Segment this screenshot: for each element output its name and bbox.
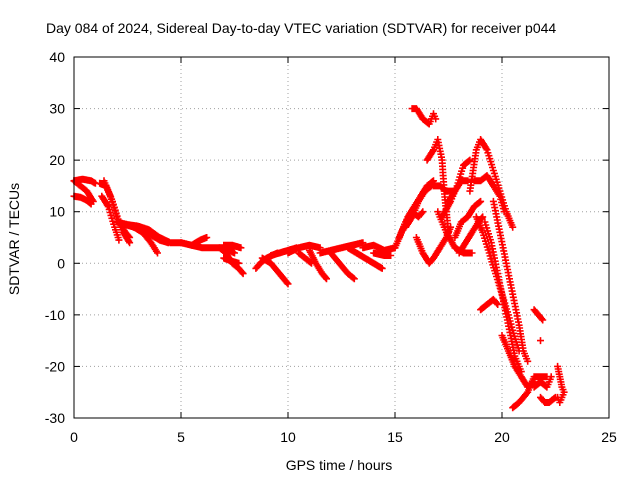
y-tick-label: 30 bbox=[49, 101, 65, 117]
data-point-markers bbox=[470, 172, 508, 216]
series-track-47 bbox=[537, 337, 544, 345]
y-tick-label: -20 bbox=[45, 358, 65, 374]
series-track-20 bbox=[305, 246, 330, 283]
data-point-markers bbox=[130, 223, 172, 247]
data-point-markers bbox=[509, 373, 551, 412]
series-track-36 bbox=[451, 197, 485, 241]
x-tick-label: 15 bbox=[387, 429, 403, 445]
y-tick-label: 10 bbox=[49, 204, 65, 220]
series-track-29 bbox=[408, 105, 440, 128]
series-track-45 bbox=[530, 306, 547, 324]
y-tick-label: -30 bbox=[45, 410, 65, 426]
x-tick-label: 20 bbox=[494, 429, 510, 445]
series-track-05 bbox=[98, 192, 123, 244]
y-axis-title: SDTVAR / TECUs bbox=[6, 183, 22, 295]
data-point-markers bbox=[489, 197, 532, 365]
series-track-09 bbox=[130, 223, 172, 247]
series-track-28 bbox=[402, 182, 435, 231]
series-track-13 bbox=[220, 241, 245, 252]
series-track-40 bbox=[477, 295, 502, 314]
series-track-43 bbox=[489, 197, 532, 365]
series-track-42 bbox=[481, 218, 525, 376]
data-point-markers bbox=[481, 218, 525, 376]
series-track-31 bbox=[430, 182, 457, 195]
x-axis-tick-labels: 0 5 10 15 20 25 bbox=[70, 429, 617, 445]
data-point-markers bbox=[445, 177, 472, 205]
data-point-markers bbox=[537, 337, 544, 345]
series-track-25 bbox=[370, 249, 395, 259]
data-point-markers bbox=[188, 234, 211, 249]
series-track-16 bbox=[258, 254, 292, 288]
data-point-markers bbox=[344, 244, 386, 272]
series-track-49 bbox=[554, 362, 568, 406]
data-point-markers bbox=[554, 362, 568, 406]
series-track-18 bbox=[284, 241, 324, 257]
y-tick-label: -10 bbox=[45, 307, 65, 323]
data-point-markers bbox=[258, 254, 292, 288]
series-track-23 bbox=[344, 244, 386, 272]
series-track-19 bbox=[295, 249, 315, 267]
series-track-50 bbox=[530, 373, 555, 391]
data-point-markers bbox=[98, 192, 123, 244]
series-track-35 bbox=[445, 177, 472, 205]
series-track-46 bbox=[509, 373, 551, 412]
data-point-markers bbox=[472, 213, 523, 355]
series-track-41 bbox=[472, 213, 523, 355]
data-point-markers bbox=[430, 182, 457, 195]
data-points bbox=[70, 105, 568, 412]
x-tick-label: 25 bbox=[601, 429, 617, 445]
grid-lines bbox=[74, 57, 609, 418]
series-track-22 bbox=[327, 249, 358, 283]
data-point-markers bbox=[327, 249, 358, 283]
data-point-markers bbox=[530, 306, 547, 324]
data-point-markers bbox=[402, 182, 435, 231]
series-track-39 bbox=[470, 172, 508, 216]
data-point-markers bbox=[70, 175, 99, 187]
data-point-markers bbox=[370, 249, 395, 259]
y-axis-tick-labels: -30 -20 -10 0 10 20 30 40 bbox=[45, 49, 65, 426]
y-tick-label: 20 bbox=[49, 152, 65, 168]
x-tick-label: 5 bbox=[177, 429, 185, 445]
series-track-14 bbox=[220, 254, 243, 267]
x-tick-label: 0 bbox=[70, 429, 78, 445]
data-point-markers bbox=[408, 105, 440, 128]
series-track-11 bbox=[188, 234, 211, 249]
data-point-markers bbox=[305, 246, 330, 283]
data-point-markers bbox=[295, 249, 315, 267]
y-tick-label: 40 bbox=[49, 49, 65, 65]
chart-title: Day 084 of 2024, Sidereal Day-to-day VTE… bbox=[46, 20, 556, 36]
data-point-markers bbox=[530, 373, 555, 391]
data-point-markers bbox=[451, 197, 485, 241]
series-track-03 bbox=[70, 175, 99, 187]
data-point-markers bbox=[220, 254, 243, 267]
data-point-markers bbox=[220, 241, 245, 252]
x-axis-title: GPS time / hours bbox=[286, 457, 393, 473]
data-point-markers bbox=[477, 295, 502, 314]
data-point-markers bbox=[284, 241, 324, 257]
axis-ticks bbox=[73, 56, 610, 419]
plot-frame bbox=[73, 56, 610, 419]
y-tick-label: 0 bbox=[57, 255, 65, 271]
x-tick-label: 10 bbox=[280, 429, 296, 445]
